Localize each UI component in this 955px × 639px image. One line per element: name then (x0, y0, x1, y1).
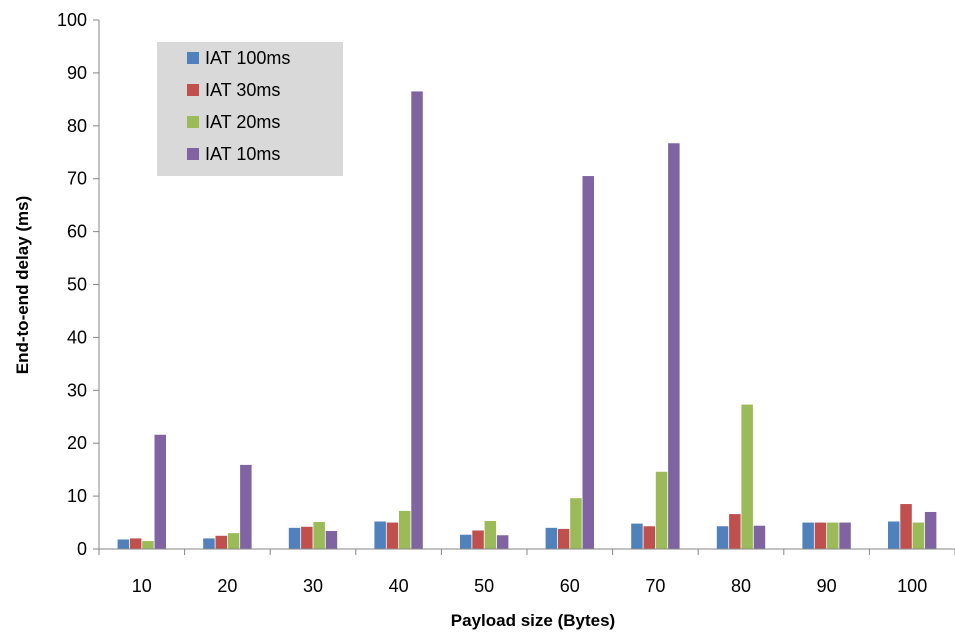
y-tick-label: 40 (67, 327, 87, 347)
bar (924, 511, 937, 549)
bar (655, 471, 668, 549)
y-axis-ticks: 0 10 20 30 40 50 60 70 80 90 100 (57, 10, 99, 559)
x-axis-title: Payload size (Bytes) (451, 611, 615, 630)
bar (570, 498, 582, 549)
bar (741, 404, 753, 549)
bar (240, 464, 252, 549)
bar (668, 143, 680, 549)
y-tick-label: 50 (67, 275, 87, 295)
x-tick-label: 70 (645, 576, 665, 596)
bar (154, 434, 166, 549)
y-tick-label: 0 (77, 539, 87, 559)
x-axis-ticks: 10 20 30 40 50 60 70 80 90 100 (98, 549, 955, 596)
y-tick-label: 20 (67, 433, 87, 453)
legend-swatch (187, 116, 199, 128)
bar (411, 91, 423, 549)
bar (643, 526, 655, 549)
bar (227, 533, 240, 549)
bar (557, 528, 570, 549)
legend-swatch (187, 52, 199, 64)
bar (325, 531, 338, 549)
bars (117, 91, 937, 549)
y-tick-label: 90 (67, 63, 87, 83)
x-tick-label: 10 (132, 576, 152, 596)
bar (288, 527, 301, 549)
x-tick-label: 100 (897, 576, 927, 596)
x-tick-label: 90 (817, 576, 837, 596)
y-axis-title: End-to-end delay (ms) (13, 196, 32, 375)
legend-label: IAT 20ms (205, 112, 280, 132)
y-tick-label: 10 (67, 486, 87, 506)
y-tick-label: 70 (67, 169, 87, 189)
bar (374, 521, 386, 549)
y-tick-label: 80 (67, 116, 87, 136)
legend-label: IAT 100ms (205, 48, 290, 68)
bar (301, 526, 313, 549)
bar (460, 534, 472, 549)
bar (129, 538, 142, 549)
legend-swatch (187, 148, 199, 160)
bar (729, 514, 741, 549)
bar (631, 523, 643, 549)
bar (827, 522, 839, 549)
x-tick-label: 30 (303, 576, 323, 596)
y-tick-label: 100 (57, 10, 87, 30)
bar (484, 520, 497, 549)
y-tick-label: 60 (67, 222, 87, 242)
legend-label: IAT 30ms (205, 80, 280, 100)
bar (117, 539, 130, 549)
x-tick-label: 20 (217, 576, 237, 596)
bar (753, 525, 766, 549)
x-tick-label: 40 (389, 576, 409, 596)
legend-swatch (187, 84, 199, 96)
legend: IAT 100ms IAT 30ms IAT 20ms IAT 10ms (157, 42, 343, 176)
bar (142, 541, 154, 549)
bar (582, 176, 594, 549)
bar (716, 526, 729, 549)
bar (912, 522, 925, 549)
x-tick-label: 60 (560, 576, 580, 596)
y-tick-label: 30 (67, 380, 87, 400)
bar (802, 522, 814, 549)
legend-label: IAT 10ms (205, 144, 280, 164)
x-tick-label: 50 (474, 576, 494, 596)
bar (203, 538, 215, 549)
x-tick-label: 80 (731, 576, 751, 596)
bar (215, 535, 227, 549)
bar (888, 521, 900, 549)
bar (399, 510, 411, 549)
bar (313, 522, 325, 549)
bar (900, 504, 912, 549)
bar (839, 522, 851, 549)
bar (814, 522, 827, 549)
bar (386, 522, 399, 549)
bar (472, 530, 484, 549)
bar (545, 527, 558, 549)
bar (496, 535, 509, 549)
